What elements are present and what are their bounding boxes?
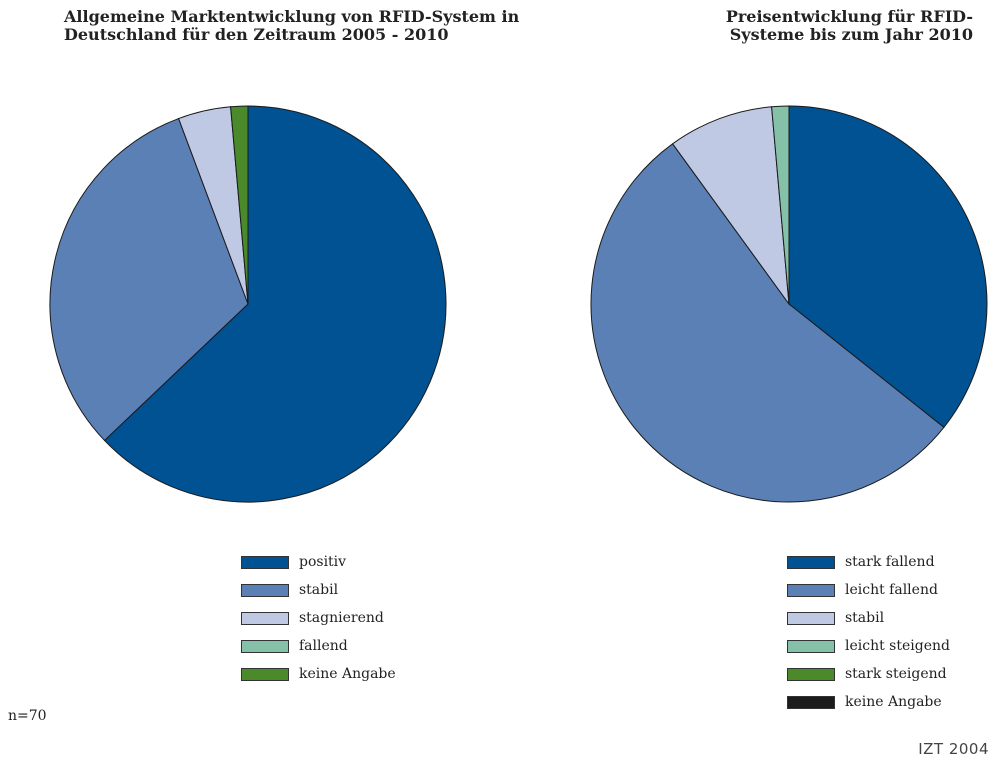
pie-slice-keine-angabe (230, 105, 249, 305)
pie-slice-leicht-steigend (771, 105, 790, 305)
legend-item: leicht fallend (787, 576, 950, 604)
legend-item: leicht steigend (787, 632, 950, 660)
legend-label: fallend (299, 638, 348, 654)
legend-swatch (241, 555, 289, 569)
legend-item: stabil (241, 576, 396, 604)
legend-item: stagnierend (241, 604, 396, 632)
legend-label: stark steigend (845, 666, 947, 682)
pie-slice-stabil (671, 106, 790, 306)
chart-title-price: Preisentwicklung für RFID-Systeme bis zu… (725, 7, 973, 44)
legend-label: leicht fallend (845, 582, 938, 598)
legend-item: keine Angabe (787, 688, 950, 716)
legend-label: keine Angabe (299, 666, 396, 682)
legend-swatch (787, 555, 835, 569)
legend-item: fallend (241, 632, 396, 660)
legend-label: keine Angabe (845, 694, 942, 710)
source-credit: IZT 2004 (918, 740, 989, 758)
legend-market: positiv stabil stagnierend fallend keine Ang… (241, 548, 396, 688)
legend-swatch (241, 583, 289, 597)
pie-chart-market (49, 105, 447, 503)
legend-swatch (787, 695, 835, 709)
pie-slice-stark-fallend (788, 105, 988, 429)
legend-swatch (241, 611, 289, 625)
legend-label: stabil (845, 610, 885, 626)
pie-chart-price (590, 105, 988, 503)
legend-label: leicht steigend (845, 638, 950, 654)
legend-item: stark fallend (787, 548, 950, 576)
legend-swatch (787, 583, 835, 597)
legend-swatch (787, 639, 835, 653)
legend-swatch (787, 667, 835, 681)
chart-title-market: Allgemeine Marktentwicklung von RFID-Sys… (64, 7, 520, 44)
legend-item: stark steigend (787, 660, 950, 688)
legend-swatch (241, 667, 289, 681)
legend-label: positiv (299, 554, 347, 570)
pie-slice-stabil (49, 117, 249, 442)
legend-price: stark fallend leicht fallend stabil leicht … (787, 548, 950, 716)
legend-item: stabil (787, 604, 950, 632)
legend-label: stabil (299, 582, 339, 598)
pie-slice-positiv (103, 105, 447, 503)
legend-swatch (241, 639, 289, 653)
legend-swatch (787, 611, 835, 625)
legend-label: stark fallend (845, 554, 935, 570)
legend-label: stagnierend (299, 610, 384, 626)
legend-item: positiv (241, 548, 396, 576)
sample-size-note: n=70 (8, 708, 47, 724)
pie-slice-leicht-fallend (590, 143, 945, 503)
legend-item: keine Angabe (241, 660, 396, 688)
